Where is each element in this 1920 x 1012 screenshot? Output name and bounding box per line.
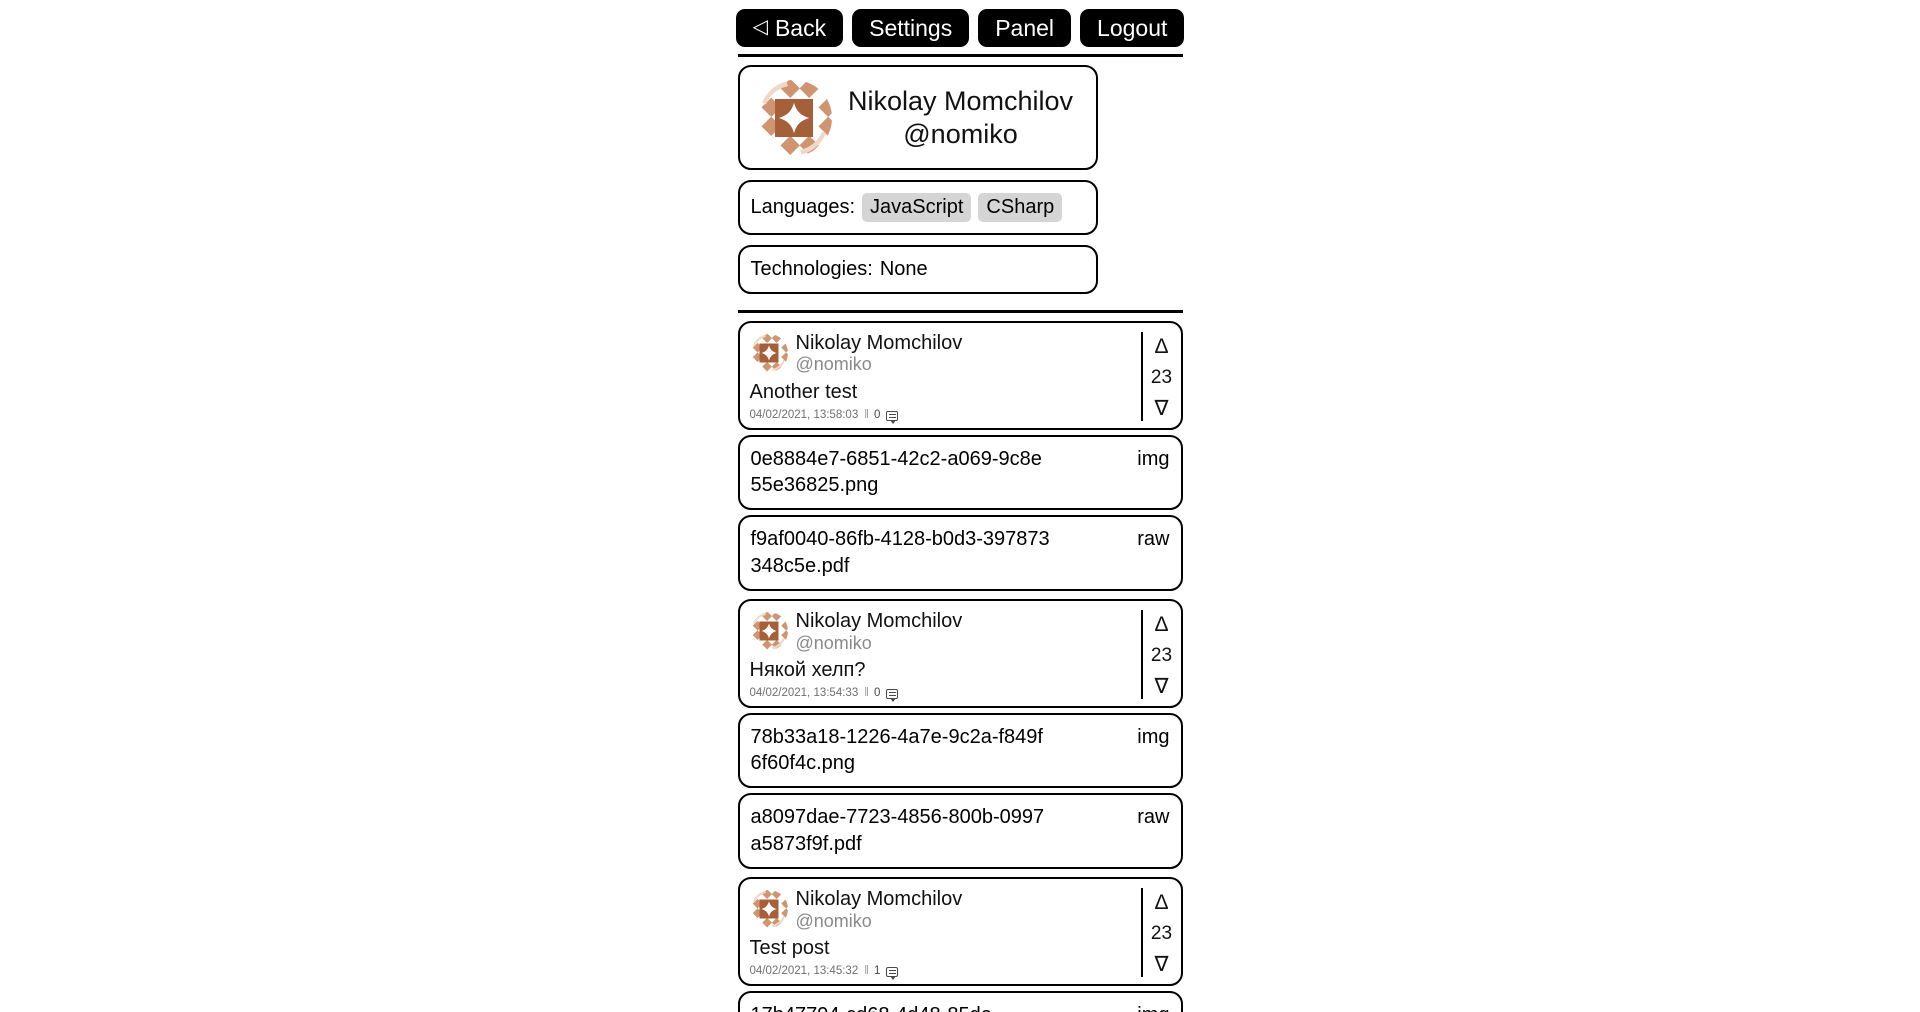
attachment-row[interactable]: a8097dae-7723-4856-800b-0997a5873f9f.pdf… <box>737 793 1183 870</box>
post-title: Някой хелп? <box>749 658 866 681</box>
profile-handle: @nomiko <box>903 118 1018 149</box>
back-button[interactable]: ◁ Back <box>735 9 844 47</box>
post-card[interactable]: Nikolay Momchilov @nomiko Test post 04/0… <box>737 877 1183 986</box>
posts-group: Nikolay Momchilov @nomiko Another test 0… <box>737 310 1183 1012</box>
panel-button-label: Panel <box>995 14 1055 41</box>
technologies-label: Technologies: <box>750 258 873 280</box>
profile-header-card: Nikolay Momchilov @nomiko <box>737 65 1098 170</box>
identicon-avatar <box>749 334 788 373</box>
panel-button[interactable]: Panel <box>978 9 1072 47</box>
post-meta: 04/02/2021, 13:54:33 ‖ 0 <box>749 686 1133 702</box>
profile-identity: Nikolay Momchilov @nomiko <box>842 85 1080 151</box>
post-header: Nikolay Momchilov @nomiko <box>749 888 1133 931</box>
post-body: Nikolay Momchilov @nomiko Test post 04/0… <box>749 888 1141 980</box>
post-block: Nikolay Momchilov @nomiko Някой хелп? 04… <box>737 599 1183 870</box>
logout-button-label: Logout <box>1097 14 1168 41</box>
post-body: Nikolay Momchilov @nomiko Някой хелп? 04… <box>749 610 1141 702</box>
attachment-kind: img <box>1137 1002 1169 1012</box>
post-meta: 04/02/2021, 13:58:03 ‖ 0 <box>749 408 1133 424</box>
attachment-filename: 17b47794-cd68-4d48-85de- <box>751 1002 999 1012</box>
post-comment-count: 1 <box>873 964 881 977</box>
post-title: Another test <box>749 380 858 403</box>
meta-separator: ‖ <box>864 686 869 699</box>
attachment-row[interactable]: 17b47794-cd68-4d48-85de- img <box>737 990 1183 1012</box>
identicon-avatar <box>749 890 788 929</box>
language-chip-javascript[interactable]: JavaScript <box>862 193 972 222</box>
identicon-avatar <box>755 79 832 156</box>
vote-control: Δ 23 ∇ <box>1140 332 1181 421</box>
comment-bubble-icon <box>886 966 899 980</box>
post-header: Nikolay Momchilov @nomiko <box>749 610 1133 653</box>
post-author-handle: @nomiko <box>795 354 872 375</box>
post-author-handle: @nomiko <box>795 632 872 653</box>
upvote-icon[interactable]: Δ <box>1154 613 1169 637</box>
settings-button-label: Settings <box>869 14 953 41</box>
meta-separator: ‖ <box>864 964 869 977</box>
post-card[interactable]: Nikolay Momchilov @nomiko Another test 0… <box>737 321 1183 430</box>
attachment-filename: f9af0040-86fb-4128-b0d3-397873348c5e.pdf <box>750 528 1050 577</box>
post-author-handle: @nomiko <box>795 910 872 931</box>
post-block: Nikolay Momchilov @nomiko Another test 0… <box>737 321 1183 592</box>
attachment-filename: 78b33a18-1226-4a7e-9c2a-f849f6f60f4c.png <box>750 725 1043 775</box>
vote-score: 23 <box>1150 922 1173 944</box>
content-column: Nikolay Momchilov @nomiko Languages: Jav… <box>737 54 1183 1012</box>
post-author-name: Nikolay Momchilov <box>795 610 963 633</box>
downvote-icon[interactable]: ∇ <box>1154 396 1169 420</box>
post-author-name: Nikolay Momchilov <box>795 332 963 354</box>
back-triangle-icon: ◁ <box>752 16 768 38</box>
profile-display-name: Nikolay Momchilov <box>847 85 1074 116</box>
attachment-filename: 0e8884e7-6851-42c2-a069-9c8e55e36825.png <box>750 447 1042 496</box>
meta-separator: ‖ <box>864 408 869 421</box>
post-meta: 04/02/2021, 13:45:32 ‖ 1 <box>749 964 1133 980</box>
post-comment-count: 0 <box>873 686 881 699</box>
downvote-icon[interactable]: ∇ <box>1154 674 1169 698</box>
profile-group: Nikolay Momchilov @nomiko Languages: Jav… <box>737 54 1183 294</box>
upvote-icon[interactable]: Δ <box>1154 891 1169 915</box>
attachment-kind: raw <box>1137 806 1170 829</box>
downvote-icon[interactable]: ∇ <box>1154 952 1169 976</box>
post-timestamp: 04/02/2021, 13:45:32 <box>749 964 859 977</box>
attachment-kind: img <box>1137 725 1170 748</box>
post-identity: Nikolay Momchilov @nomiko <box>796 610 963 653</box>
top-navigation-bar: ◁ Back Settings Panel Logout <box>0 0 1920 47</box>
comment-bubble-icon <box>886 410 899 424</box>
back-button-label: Back <box>774 14 827 41</box>
attachment-kind: img <box>1137 447 1170 470</box>
technologies-value: None <box>879 258 928 280</box>
vote-score: 23 <box>1150 366 1173 388</box>
attachment-row[interactable]: f9af0040-86fb-4128-b0d3-397873348c5e.pdf… <box>737 515 1183 592</box>
attachment-row[interactable]: 78b33a18-1226-4a7e-9c2a-f849f6f60f4c.png… <box>737 712 1183 789</box>
comment-bubble-icon <box>886 688 899 702</box>
vote-score: 23 <box>1150 644 1173 666</box>
post-header: Nikolay Momchilov @nomiko <box>749 332 1133 375</box>
vote-control: Δ 23 ∇ <box>1140 610 1181 699</box>
attachment-kind: raw <box>1137 528 1170 551</box>
post-identity: Nikolay Momchilov @nomiko <box>796 888 963 931</box>
languages-label: Languages: <box>750 196 856 218</box>
post-card[interactable]: Nikolay Momchilov @nomiko Някой хелп? 04… <box>737 599 1183 708</box>
language-chip-csharp[interactable]: CSharp <box>978 193 1063 222</box>
settings-button[interactable]: Settings <box>852 9 970 47</box>
vote-control: Δ 23 ∇ <box>1140 888 1181 977</box>
post-comment-count: 0 <box>873 408 881 421</box>
post-timestamp: 04/02/2021, 13:58:03 <box>749 408 859 421</box>
post-block: Nikolay Momchilov @nomiko Test post 04/0… <box>737 877 1183 1012</box>
upvote-icon[interactable]: Δ <box>1154 335 1169 358</box>
post-identity: Nikolay Momchilov @nomiko <box>796 332 963 375</box>
logout-button[interactable]: Logout <box>1080 9 1185 47</box>
post-author-name: Nikolay Momchilov <box>795 888 963 911</box>
post-title: Test post <box>749 936 830 959</box>
technologies-row: Technologies: None <box>737 245 1098 294</box>
identicon-avatar <box>749 612 788 651</box>
attachment-row[interactable]: 0e8884e7-6851-42c2-a069-9c8e55e36825.png… <box>737 434 1183 511</box>
attachment-filename: a8097dae-7723-4856-800b-0997a5873f9f.pdf <box>750 806 1045 855</box>
post-body: Nikolay Momchilov @nomiko Another test 0… <box>749 332 1141 424</box>
post-timestamp: 04/02/2021, 13:54:33 <box>749 686 859 699</box>
languages-row: Languages: JavaScript CSharp <box>737 180 1098 235</box>
